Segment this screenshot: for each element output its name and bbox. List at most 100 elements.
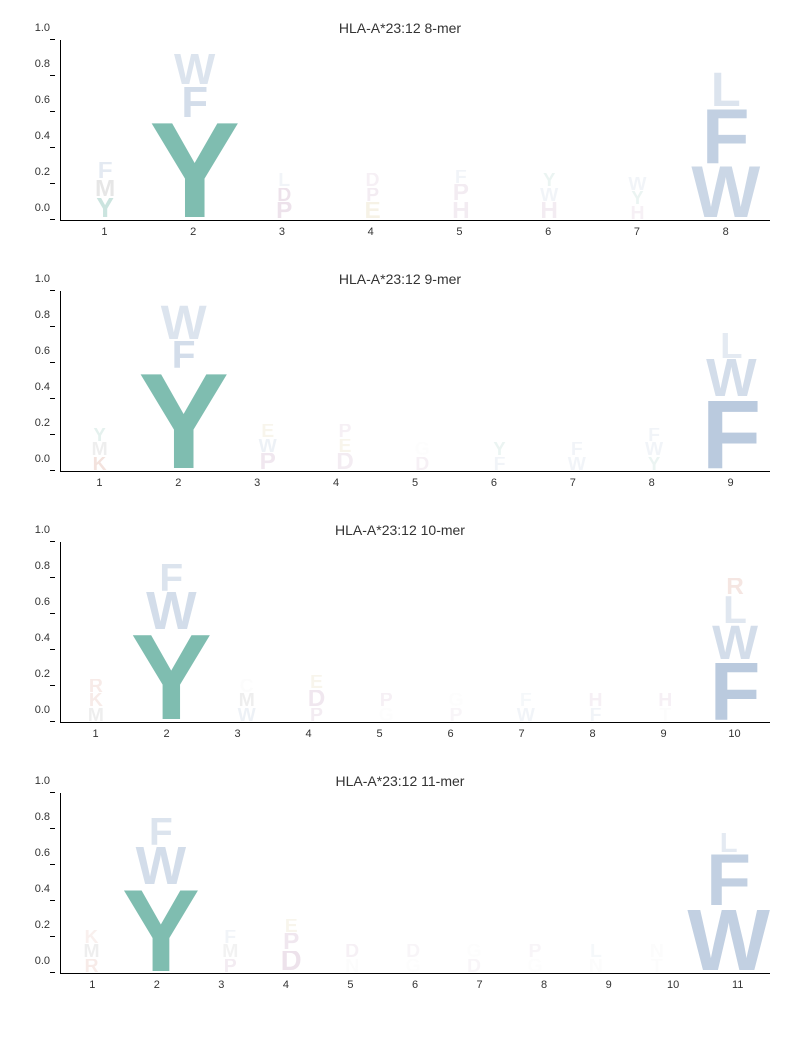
y-axis: 0.00.20.40.60.81.0 xyxy=(20,793,55,973)
y-tick-label: 0.8 xyxy=(35,811,50,823)
y-tick-label: 0.0 xyxy=(35,704,50,716)
chart-area: FMYWFYLDPDPEFPHYWHWYHLFW xyxy=(60,40,770,221)
logo-letter: F xyxy=(700,661,770,722)
logo-letter: F xyxy=(138,341,229,370)
logo-column: DPE xyxy=(328,40,416,220)
logo-letter: W xyxy=(122,847,200,887)
x-tick-label: 2 xyxy=(175,477,181,489)
logo-letter: D xyxy=(261,951,322,973)
logo-letter: F xyxy=(461,457,538,471)
y-tick-label: 0.0 xyxy=(35,955,50,967)
logo-columns: RKMFWYCMWEDPPGGPFWHFHTRLWF xyxy=(61,542,770,722)
logo-letter: L xyxy=(687,833,770,855)
logo-letter: Y xyxy=(593,191,681,205)
logo-column: WFY xyxy=(149,40,240,220)
x-tick-label: 3 xyxy=(254,477,260,489)
logo-letter: K xyxy=(61,930,122,944)
logo-letter: K xyxy=(61,693,131,707)
x-tick-label: 2 xyxy=(163,728,169,740)
logo-letter: F xyxy=(200,930,261,944)
x-tick-label: 4 xyxy=(305,728,311,740)
x-tick-label: 1 xyxy=(101,226,107,238)
logo-letter: M xyxy=(200,944,261,958)
y-tick-label: 0.4 xyxy=(35,130,50,142)
x-tick-label: 7 xyxy=(476,979,482,991)
x-tick-label: 6 xyxy=(545,226,551,238)
logo-column: FWY xyxy=(122,793,200,973)
logo-column: WFY xyxy=(138,291,229,471)
x-tick-label: 2 xyxy=(154,979,160,991)
logo-column: HF xyxy=(561,542,631,722)
logo-column: CMW xyxy=(212,542,282,722)
y-tick-label: 0.0 xyxy=(35,202,50,214)
logo-column: LN xyxy=(565,793,626,973)
logo-letter: F xyxy=(615,428,692,442)
logo-column: GD xyxy=(444,793,505,973)
logo-letter: F xyxy=(561,708,631,722)
logo-letter: W xyxy=(505,188,593,202)
logo-letter: E xyxy=(261,919,322,933)
y-tick-label: 0.0 xyxy=(35,453,50,465)
logo-letter: Y xyxy=(149,119,240,220)
logo-letter: P xyxy=(282,708,352,722)
logo-column: FMY xyxy=(61,40,149,220)
logo-letter: P xyxy=(200,959,261,973)
y-tick-label: 1.0 xyxy=(35,775,50,787)
x-tick-label: 6 xyxy=(412,979,418,991)
logo-letter: F xyxy=(538,442,615,456)
logo-letter: N xyxy=(626,944,687,958)
logo-column: EPD xyxy=(261,793,322,973)
x-tick-label: 2 xyxy=(190,226,196,238)
logo-letter: P xyxy=(417,184,505,202)
logo-letter: W xyxy=(538,457,615,471)
x-tick-label: 4 xyxy=(368,226,374,238)
panel-title: HLA-A*23:12 8-mer xyxy=(20,20,780,36)
chart-area: RKMFWYCMWEDPPGGPFWHFHTRLWF xyxy=(60,542,770,723)
logo-columns: FMYWFYLDPDPEFPHYWHWYHLFW xyxy=(61,40,770,220)
x-tick-label: 10 xyxy=(667,979,679,991)
logo-letter: E xyxy=(229,424,306,438)
x-tick-label: 3 xyxy=(279,226,285,238)
y-tick-label: 1.0 xyxy=(35,273,50,285)
logo-letter: P xyxy=(328,188,416,202)
logo-column: EDP xyxy=(282,542,352,722)
logo-letter: Y xyxy=(131,632,212,722)
logo-column: YF xyxy=(461,291,538,471)
logo-letter: E xyxy=(282,675,352,689)
y-tick-label: 0.6 xyxy=(35,345,50,357)
logo-column: FPH xyxy=(417,40,505,220)
logo-column: LFW xyxy=(682,40,770,220)
logo-letter: Y xyxy=(138,370,229,471)
x-tick-label: 7 xyxy=(570,477,576,489)
logo-column: PG xyxy=(351,542,421,722)
logo-letter: Y xyxy=(615,457,692,471)
logo-letter: F xyxy=(693,399,770,471)
logo-column: DN xyxy=(322,793,383,973)
logo-letter: H xyxy=(561,693,631,707)
logo-column: GP xyxy=(421,542,491,722)
logo-column: NT xyxy=(626,793,687,973)
logo-column: PG xyxy=(505,793,566,973)
logo-columns: YMKWFYEWPPEDGDYFFWFWYLWF xyxy=(61,291,770,471)
panel-title: HLA-A*23:12 10-mer xyxy=(20,522,780,538)
logo-letter: W xyxy=(593,177,681,191)
logo-column: FWY xyxy=(615,291,692,471)
y-tick-label: 0.4 xyxy=(35,883,50,895)
logo-letter: R xyxy=(61,959,122,973)
logo-letter: P xyxy=(240,202,328,220)
logo-letter: G xyxy=(505,959,566,973)
logo-letter: F xyxy=(687,854,770,908)
y-tick-label: 1.0 xyxy=(35,22,50,34)
y-tick-label: 0.2 xyxy=(35,919,50,931)
logo-letter: G xyxy=(351,708,421,722)
logo-panel: HLA-A*23:12 11-mer0.00.20.40.60.81.0KMRF… xyxy=(20,773,780,994)
x-tick-label: 4 xyxy=(333,477,339,489)
logo-letter: M xyxy=(61,180,149,198)
logo-column: YWH xyxy=(505,40,593,220)
logo-letter: D xyxy=(306,453,383,471)
logo-column: YMK xyxy=(61,291,138,471)
logo-letter: W xyxy=(138,305,229,341)
logo-letter: F xyxy=(61,162,149,180)
logo-letter: D xyxy=(328,173,416,187)
logo-column: LWF xyxy=(693,291,770,471)
